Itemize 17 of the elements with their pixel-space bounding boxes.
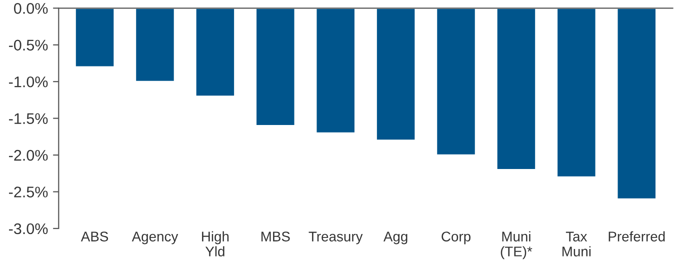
x-tick-label: Agency: [132, 232, 178, 244]
y-tick-label: -2.0%: [9, 150, 48, 161]
x-tick-label: Corp: [442, 232, 470, 244]
x-tick-label: Muni (TE)*: [500, 231, 532, 260]
y-tick-label: -0.5%: [9, 40, 48, 51]
x-tick-label: High Yld: [202, 231, 229, 256]
x-tick-label: MBS: [261, 232, 290, 242]
y-tick-label: -1.5%: [9, 113, 48, 124]
x-tick-label: Treasury: [308, 232, 363, 244]
x-tick-label: Agg: [383, 232, 408, 244]
y-tick-label: -1.0%: [9, 76, 48, 88]
y-tick-label: -2.5%: [9, 186, 48, 198]
x-tick-label: Preferred: [608, 231, 665, 242]
x-tick-label: ABS: [80, 232, 108, 242]
y-tick-label: -3.0%: [9, 223, 48, 234]
x-tick-label: Tax Muni: [562, 232, 591, 256]
y-tick-label: 0.0%: [14, 3, 48, 14]
